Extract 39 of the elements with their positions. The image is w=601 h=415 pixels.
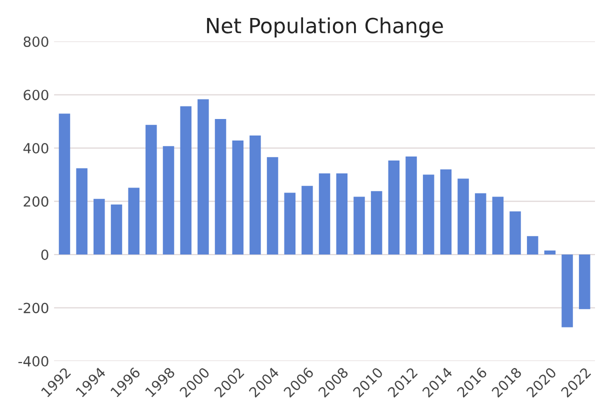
y-tick-label: -200	[18, 302, 48, 314]
bar	[284, 192, 296, 255]
bar	[266, 157, 278, 255]
bar	[578, 254, 590, 310]
bar	[58, 114, 70, 255]
bar	[440, 169, 452, 255]
bar	[214, 118, 226, 255]
bar	[354, 196, 365, 255]
bar	[406, 156, 417, 255]
bar	[562, 254, 573, 328]
bar	[302, 186, 313, 255]
bar	[474, 193, 486, 255]
bar	[128, 188, 140, 255]
bar	[250, 136, 261, 255]
bar	[162, 146, 174, 255]
bar	[110, 204, 122, 255]
y-tick-label: -400	[18, 356, 48, 367]
y-tick-label: 400	[23, 142, 48, 154]
chart-title: Net Population Change	[207, 17, 443, 38]
bar	[544, 250, 556, 255]
bar	[422, 174, 434, 255]
y-tick-label: 200	[24, 196, 48, 207]
bar	[198, 99, 209, 255]
y-tick-label: 0	[41, 250, 48, 260]
bar	[526, 236, 538, 255]
bar	[232, 140, 244, 255]
bar	[370, 191, 382, 255]
bar	[180, 106, 192, 255]
bar	[336, 173, 348, 255]
bar	[318, 173, 330, 255]
bar	[94, 198, 105, 255]
bar	[492, 196, 504, 255]
bar	[510, 211, 521, 255]
y-tick-label: 600	[24, 90, 48, 100]
bar	[388, 160, 400, 255]
bar	[146, 124, 157, 255]
bar	[76, 168, 88, 255]
y-tick-label: 800	[24, 36, 48, 47]
bar	[458, 178, 469, 255]
